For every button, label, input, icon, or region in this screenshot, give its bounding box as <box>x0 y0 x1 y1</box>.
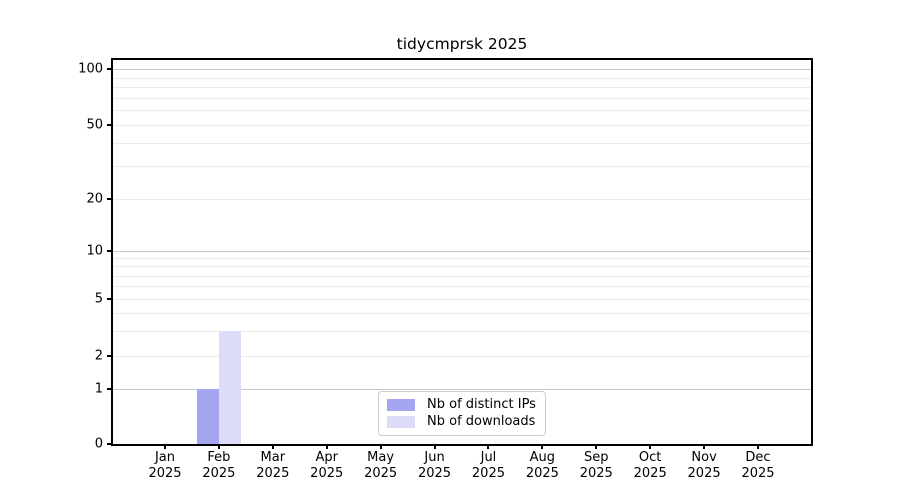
x-tick-mark <box>487 444 490 449</box>
x-tick-month: Dec <box>745 450 771 465</box>
minor-gridline <box>113 97 811 99</box>
minor-gridline <box>113 330 811 332</box>
x-tick-year: 2025 <box>417 465 452 481</box>
x-tick-month: Jun <box>424 450 445 465</box>
y-tick-mark <box>107 250 113 252</box>
x-tick-year: 2025 <box>202 465 236 481</box>
minor-gridline <box>113 299 811 300</box>
y-tick-mark <box>107 198 113 200</box>
x-tick-mark <box>217 444 220 449</box>
x-tick-label: Feb 2025 <box>189 450 249 481</box>
x-tick-label: Nov 2025 <box>674 450 734 481</box>
minor-gridline <box>113 258 811 260</box>
y-tick-label: 5 <box>94 291 103 307</box>
x-tick-label: May 2025 <box>351 450 411 481</box>
minor-gridline <box>113 166 811 168</box>
x-tick-month: Jul <box>480 450 497 465</box>
legend-item: Nb of downloads <box>387 414 537 430</box>
x-tick-year: 2025 <box>256 465 290 481</box>
x-tick-month: Sep <box>584 450 609 465</box>
x-tick-year: 2025 <box>471 465 505 481</box>
x-tick-year: 2025 <box>633 465 667 481</box>
gridlines-layer <box>113 60 811 444</box>
x-tick-mark <box>164 444 166 449</box>
x-tick-year: 2025 <box>741 465 775 481</box>
minor-gridline <box>113 266 811 268</box>
y-tick-label: 0 <box>94 436 103 452</box>
x-tick-mark <box>379 444 382 449</box>
x-tick-month: Mar <box>260 450 286 465</box>
x-tick-mark <box>649 444 652 449</box>
y-tick-mark <box>107 355 113 357</box>
legend-swatch <box>387 399 415 412</box>
x-tick-label: Sep 2025 <box>566 450 626 481</box>
x-tick-label: Jun 2025 <box>405 450 465 481</box>
legend-item: Nb of distinct IPs <box>387 397 537 413</box>
x-tick-year: 2025 <box>579 465 613 481</box>
legend-swatch <box>387 415 415 428</box>
y-tick-label: 50 <box>86 117 103 133</box>
y-tick-mark <box>107 388 113 390</box>
x-tick-month: Aug <box>529 450 556 465</box>
x-tick-year: 2025 <box>525 465 559 481</box>
major-gridline <box>113 389 811 390</box>
x-tick-label: Jan 2025 <box>135 450 195 481</box>
y-tick-label: 20 <box>86 191 103 207</box>
minor-gridline <box>113 275 811 277</box>
y-tick-label: 100 <box>78 61 103 77</box>
x-tick-label: Jul 2025 <box>458 450 518 481</box>
minor-gridline <box>113 125 811 126</box>
minor-gridline <box>113 77 811 79</box>
x-tick-year: 2025 <box>364 465 398 481</box>
legend: Nb of distinct IPs Nb of downloads <box>378 391 546 436</box>
y-tick-mark <box>107 298 113 300</box>
x-tick-mark <box>271 444 274 449</box>
x-tick-month: Feb <box>207 450 231 465</box>
minor-gridline <box>113 312 811 314</box>
x-tick-mark <box>325 444 328 449</box>
minor-gridline <box>113 143 811 145</box>
x-tick-month: Apr <box>315 450 338 465</box>
bar-downloads <box>218 330 241 444</box>
y-tick-mark <box>107 124 113 126</box>
y-tick-mark <box>107 443 113 445</box>
bar-distinct-ips <box>197 389 219 444</box>
major-gridline <box>113 69 811 70</box>
y-tick-label: 10 <box>86 243 103 259</box>
major-gridline <box>113 251 811 252</box>
minor-gridline <box>113 356 811 357</box>
minor-gridline <box>113 199 811 200</box>
x-tick-label: Oct 2025 <box>620 450 680 481</box>
minor-gridline <box>113 286 811 288</box>
y-tick-mark <box>107 68 113 70</box>
legend-label: Nb of downloads <box>427 413 536 429</box>
x-tick-mark <box>541 444 544 449</box>
x-tick-month: Jan <box>154 450 176 465</box>
x-tick-label: Apr 2025 <box>297 450 357 481</box>
minor-gridline <box>113 110 811 112</box>
y-tick-label: 1 <box>94 381 103 397</box>
x-tick-label: Aug 2025 <box>512 450 572 481</box>
x-tick-mark <box>757 444 759 449</box>
x-tick-mark <box>703 444 706 449</box>
x-tick-year: 2025 <box>687 465 721 481</box>
legend-label: Nb of distinct IPs <box>427 397 536 413</box>
x-tick-month: Nov <box>691 450 717 465</box>
y-tick-label: 2 <box>94 348 103 364</box>
x-tick-label: Dec 2025 <box>728 450 788 481</box>
chart-title: tidycmprsk 2025 <box>396 35 528 53</box>
minor-gridline <box>113 87 811 89</box>
plot-area-border <box>111 58 813 446</box>
x-tick-mark <box>433 444 436 449</box>
x-tick-month: Oct <box>638 450 662 465</box>
x-tick-month: May <box>367 450 395 465</box>
bars-layer <box>113 60 811 444</box>
x-tick-year: 2025 <box>310 465 344 481</box>
x-tick-mark <box>595 444 598 449</box>
x-tick-year: 2025 <box>148 465 182 481</box>
x-tick-label: Mar 2025 <box>243 450 303 481</box>
